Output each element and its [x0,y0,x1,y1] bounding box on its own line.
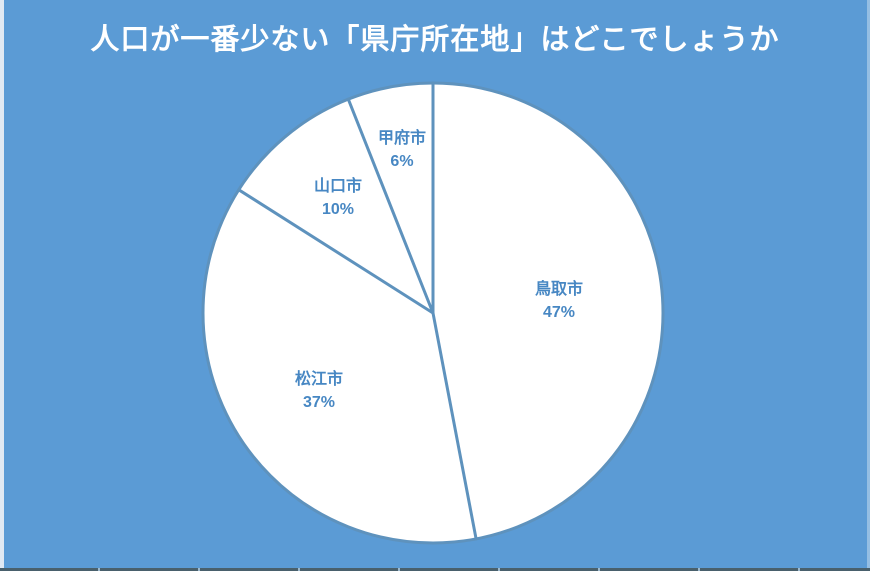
right-edge-strip [867,0,870,571]
slice-border-line [346,97,435,315]
slice-border-line [237,188,435,315]
chart-title: 人口が一番少ない「県庁所在地」はどこでしょうか [90,24,780,56]
bottom-gridline [0,568,870,571]
slice-border-line [431,311,478,541]
left-edge-strip [0,0,4,571]
